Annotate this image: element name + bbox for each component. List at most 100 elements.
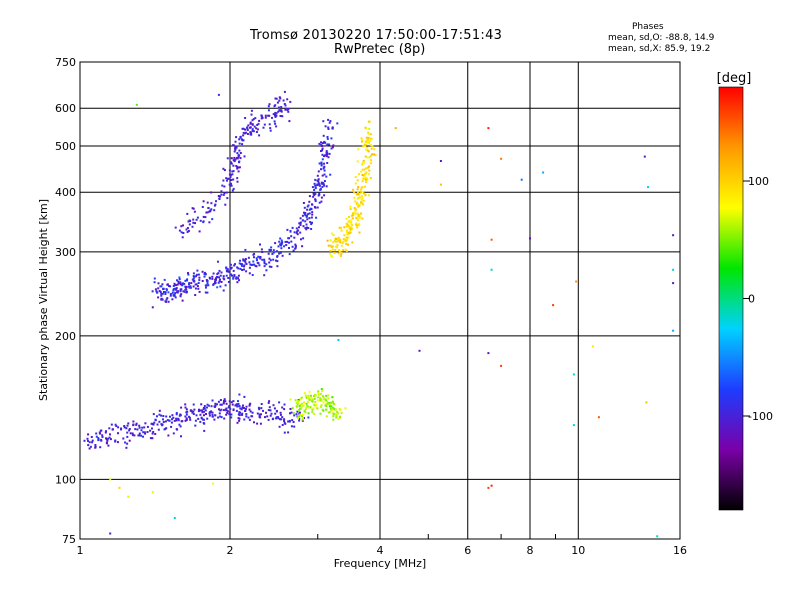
data-point bbox=[339, 254, 342, 257]
data-point bbox=[239, 136, 242, 139]
data-point bbox=[360, 186, 363, 189]
data-point bbox=[126, 435, 129, 438]
data-point bbox=[369, 177, 372, 179]
data-point bbox=[280, 109, 283, 112]
data-point bbox=[258, 264, 261, 267]
data-point bbox=[196, 216, 199, 219]
data-point bbox=[134, 428, 137, 431]
data-point bbox=[310, 216, 313, 219]
data-point bbox=[316, 184, 319, 187]
data-point bbox=[289, 230, 292, 232]
data-point bbox=[280, 244, 283, 247]
data-point bbox=[246, 129, 249, 131]
data-point bbox=[321, 153, 324, 156]
data-point bbox=[328, 152, 331, 155]
data-point bbox=[211, 415, 214, 418]
data-point bbox=[315, 216, 318, 219]
data-point bbox=[163, 278, 166, 281]
data-point bbox=[238, 393, 241, 396]
data-point bbox=[262, 126, 265, 129]
data-point bbox=[365, 176, 368, 179]
data-point bbox=[329, 173, 332, 176]
data-point bbox=[365, 141, 368, 143]
data-point bbox=[268, 123, 271, 126]
data-point bbox=[643, 155, 646, 158]
data-point bbox=[204, 216, 207, 219]
data-point bbox=[305, 226, 308, 229]
data-point bbox=[236, 281, 239, 284]
data-point bbox=[219, 278, 221, 281]
data-point bbox=[137, 434, 140, 437]
data-point bbox=[335, 237, 338, 240]
data-point bbox=[232, 277, 235, 280]
data-point bbox=[267, 109, 270, 112]
data-point bbox=[241, 127, 244, 130]
data-point bbox=[115, 425, 118, 427]
data-point bbox=[295, 231, 298, 234]
data-point bbox=[318, 142, 321, 145]
data-point bbox=[257, 255, 260, 258]
data-point bbox=[330, 254, 333, 257]
data-point bbox=[277, 110, 280, 113]
data-point bbox=[363, 192, 365, 195]
data-point bbox=[149, 429, 152, 432]
data-point bbox=[194, 283, 197, 286]
data-point bbox=[178, 414, 181, 417]
data-point bbox=[299, 231, 302, 234]
data-point bbox=[298, 415, 301, 418]
data-point bbox=[248, 266, 251, 269]
data-point bbox=[185, 419, 188, 421]
data-point bbox=[234, 140, 237, 143]
data-point bbox=[193, 275, 196, 278]
data-point bbox=[575, 280, 578, 283]
data-point bbox=[298, 409, 300, 411]
data-point bbox=[292, 412, 295, 415]
data-point bbox=[358, 196, 360, 199]
data-point bbox=[203, 414, 205, 417]
data-point bbox=[252, 118, 255, 121]
data-point bbox=[323, 173, 326, 176]
data-point bbox=[370, 159, 373, 162]
data-point bbox=[172, 289, 175, 292]
data-point bbox=[327, 244, 330, 247]
data-point bbox=[322, 182, 325, 184]
data-point bbox=[263, 258, 266, 261]
data-point bbox=[355, 217, 358, 220]
data-point bbox=[197, 410, 200, 413]
data-point bbox=[306, 405, 309, 408]
data-point bbox=[296, 233, 299, 236]
data-point bbox=[244, 408, 247, 410]
data-point bbox=[126, 424, 129, 427]
x-tick-label: 10 bbox=[571, 544, 585, 557]
data-point bbox=[268, 261, 271, 264]
data-point bbox=[373, 148, 376, 151]
data-point bbox=[192, 410, 195, 413]
data-point bbox=[267, 409, 270, 412]
data-point bbox=[258, 119, 261, 122]
data-point bbox=[323, 155, 325, 158]
data-point bbox=[135, 103, 138, 106]
data-point bbox=[330, 405, 333, 408]
data-point bbox=[242, 139, 245, 142]
data-point bbox=[332, 144, 335, 147]
data-point bbox=[238, 411, 241, 414]
data-point bbox=[279, 97, 282, 100]
data-point bbox=[289, 398, 292, 401]
data-point bbox=[229, 267, 232, 270]
data-point bbox=[302, 417, 304, 420]
data-point bbox=[192, 272, 195, 275]
data-point bbox=[241, 412, 244, 415]
data-point bbox=[306, 208, 309, 211]
data-point bbox=[164, 420, 167, 423]
data-point bbox=[154, 288, 157, 291]
data-point bbox=[230, 173, 232, 176]
data-point bbox=[251, 415, 254, 418]
data-point bbox=[283, 418, 286, 421]
data-point bbox=[116, 441, 119, 444]
data-point bbox=[160, 414, 163, 417]
data-point bbox=[364, 178, 367, 181]
data-point bbox=[214, 280, 217, 283]
data-point bbox=[361, 180, 364, 183]
data-point bbox=[271, 253, 274, 255]
data-point bbox=[228, 169, 231, 172]
